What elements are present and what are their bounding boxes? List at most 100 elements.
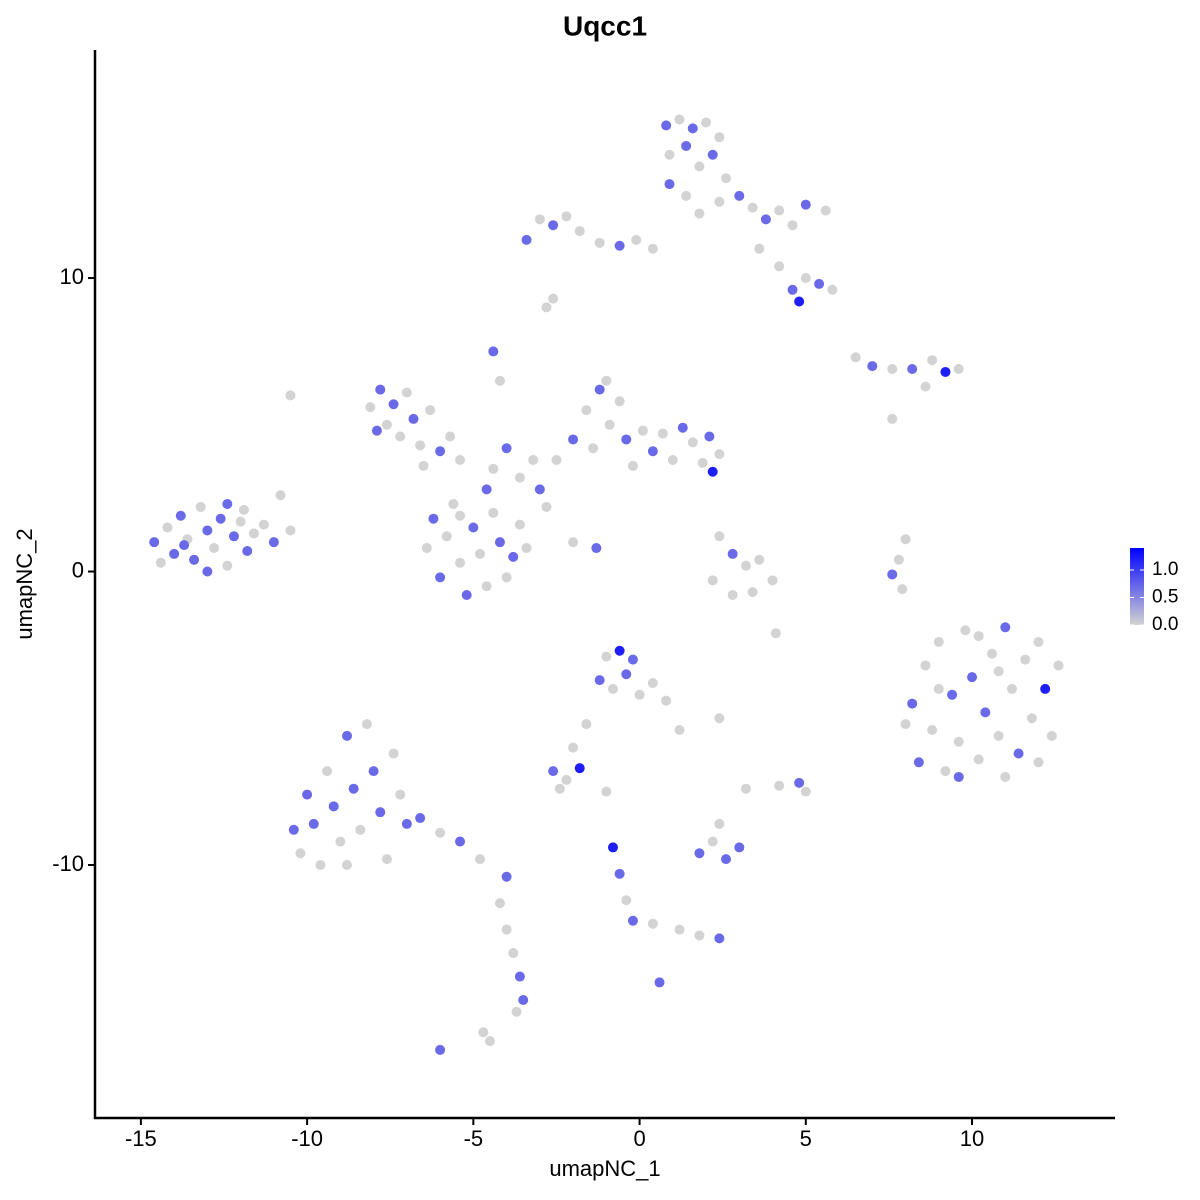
cell-point [501, 572, 512, 583]
x-tick-label: -10 [291, 1126, 323, 1151]
cell-point [740, 560, 751, 571]
cell-point [421, 543, 432, 554]
cell-point [897, 584, 908, 595]
cell-point [787, 284, 798, 295]
cell-point [893, 554, 904, 565]
cell-point [681, 190, 692, 201]
colorbar-tick-label: 0.0 [1152, 614, 1178, 635]
cell-point [371, 425, 382, 436]
cell-point [953, 736, 964, 747]
cell-point [215, 513, 226, 524]
cell-point [674, 114, 685, 125]
cell-point [541, 302, 552, 313]
cell-point [561, 774, 572, 785]
cell-point [508, 551, 519, 562]
cell-point [501, 871, 512, 882]
cell-point [501, 924, 512, 935]
cell-point [428, 513, 439, 524]
cell-point [508, 948, 519, 959]
cell-point [953, 771, 964, 782]
cell-point [222, 499, 233, 510]
cell-point [361, 719, 372, 730]
cell-point [235, 516, 246, 527]
cell-point [488, 346, 499, 357]
cell-point [275, 490, 286, 501]
cell-point [900, 719, 911, 730]
cell-point [621, 434, 632, 445]
cell-point [707, 575, 718, 586]
cell-point [647, 243, 658, 254]
y-tick-label: 10 [60, 264, 84, 289]
cell-point [697, 457, 708, 468]
cell-point [511, 1006, 522, 1017]
cell-point [488, 463, 499, 474]
cell-point [248, 528, 259, 539]
cell-point [601, 786, 612, 797]
cell-point [677, 422, 688, 433]
cell-point [1006, 683, 1017, 694]
cell-point [521, 234, 532, 245]
cell-point [631, 234, 642, 245]
cell-point [222, 560, 233, 571]
cell-point [322, 766, 333, 777]
cell-point [388, 399, 399, 410]
cell-point [521, 543, 532, 554]
cell-point [501, 443, 512, 454]
cell-point [202, 525, 213, 536]
cell-point [285, 525, 296, 536]
cell-point [980, 707, 991, 718]
cell-point [740, 783, 751, 794]
cell-point [694, 930, 705, 941]
cell-point [694, 208, 705, 219]
cell-point [986, 648, 997, 659]
cell-point [947, 689, 958, 700]
cell-point [704, 431, 715, 442]
cell-point [541, 501, 552, 512]
cell-point [594, 675, 605, 686]
cell-point [268, 537, 279, 548]
cell-point [528, 455, 539, 466]
cell-point [202, 566, 213, 577]
chart-title: Uqcc1 [563, 10, 647, 41]
cell-point [594, 237, 605, 248]
cell-point [927, 725, 938, 736]
cell-point [601, 651, 612, 662]
cell-point [581, 405, 592, 416]
cell-point [794, 296, 805, 307]
cell-point [418, 460, 429, 471]
cell-point [285, 390, 296, 401]
cell-point [714, 713, 725, 724]
cell-point [800, 786, 811, 797]
cell-point [721, 173, 732, 184]
x-tick-label: -15 [125, 1126, 157, 1151]
cell-point [920, 381, 931, 392]
cell-point [820, 205, 831, 216]
cell-point [425, 405, 436, 416]
cell-point [494, 375, 505, 386]
cell-point [169, 548, 180, 559]
cell-point [481, 484, 492, 495]
cell-point [887, 569, 898, 580]
cell-point [754, 243, 765, 254]
cell-point [747, 587, 758, 598]
points [149, 114, 1064, 1055]
cell-point [468, 522, 479, 533]
cell-point [800, 273, 811, 284]
colorbar-tick-label: 1.0 [1152, 559, 1178, 580]
cell-point [518, 995, 529, 1006]
cell-point [794, 777, 805, 788]
cell-point [727, 548, 738, 559]
y-tick-label: 0 [72, 557, 84, 582]
cell-point [548, 766, 559, 777]
cell-point [365, 402, 376, 413]
cell-point [993, 730, 1004, 741]
cell-point [867, 361, 878, 372]
cell-point [342, 730, 353, 741]
cell-point [993, 666, 1004, 677]
cell-point [568, 434, 579, 445]
cell-point [714, 196, 725, 207]
cell-point [242, 545, 253, 556]
cell-point [973, 754, 984, 765]
cell-point [381, 854, 392, 865]
